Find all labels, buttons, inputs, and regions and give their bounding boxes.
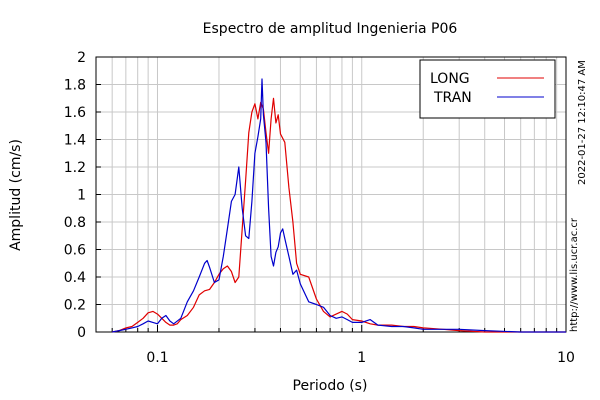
grid: [95, 56, 566, 333]
series-line-tran: [112, 78, 566, 333]
y-tick-label: 1.2: [64, 160, 86, 176]
y-tick-label: 2: [77, 50, 86, 66]
x-tick-label: 1: [357, 350, 366, 366]
y-axis-label: Amplitud (cm/s): [8, 139, 24, 251]
x-axis-label: Periodo (s): [293, 378, 368, 394]
legend-label-long: LONG: [430, 71, 470, 87]
series-line-long: [112, 97, 566, 333]
y-tick-label: 0.2: [64, 298, 86, 314]
legend-box: [419, 59, 556, 119]
y-tick-label: 0: [77, 325, 86, 341]
timestamp-label: 2022-01-27 12:10:47 AM: [577, 60, 588, 185]
x-tick-label: 0.1: [146, 350, 168, 366]
y-tick-label: 1.8: [64, 78, 86, 94]
y-tick-label: 1.4: [64, 133, 86, 149]
x-tick-label: 10: [557, 350, 575, 366]
legend-label-tran: TRAN: [433, 90, 472, 106]
y-tick-label: 1: [77, 188, 86, 204]
y-tick-label: 0.8: [64, 215, 86, 231]
axis-ticks: 0 0.2 0.4 0.6 0.8 1 1.2 1.4 1.6 1.8 2 0.1 1 10: [64, 50, 575, 366]
y-tick-label: 1.6: [64, 105, 86, 121]
series-lines: [112, 78, 566, 333]
chart-title: Espectro de amplitud Ingenieria P06: [203, 21, 458, 37]
y-tick-label: 0.6: [64, 243, 86, 259]
legend: LONG TRAN: [419, 59, 556, 119]
source-url-label: http://www.lis.ucr.ac.cr: [569, 218, 580, 332]
y-tick-label: 0.4: [64, 270, 86, 286]
